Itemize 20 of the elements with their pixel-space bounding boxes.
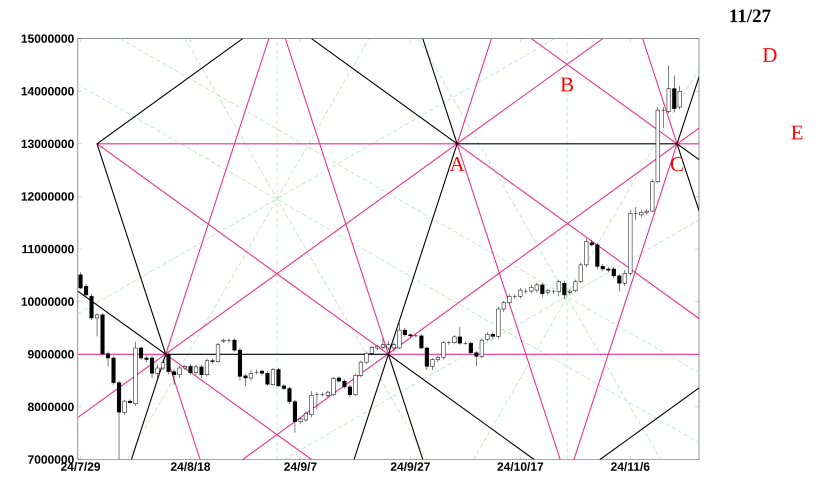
y-tick-label: 13000000 — [22, 140, 74, 148]
y-tick-label: 12000000 — [22, 192, 74, 201]
text: 11/27 — [730, 9, 771, 22]
y-tick-label: 15000000 — [22, 34, 74, 43]
y-tick-label: 9000000 — [28, 350, 74, 359]
y-tick-label: 8000000 — [28, 402, 74, 412]
x-tick-label: 24/9/7 — [284, 462, 317, 471]
x-tick-label: 24/11/6 — [611, 462, 650, 471]
y-tick-label: 7000000 — [28, 455, 74, 464]
annotation: C — [670, 157, 683, 172]
x-tick-label: 24/7/29 — [60, 462, 100, 471]
y-tick-label: 14000000 — [22, 86, 74, 96]
text: D — [762, 48, 777, 62]
annotation: B — [560, 78, 574, 92]
x-tick-label: 24/10/17 — [497, 462, 544, 471]
x-tick-label: 24/9/27 — [390, 462, 430, 471]
y-tick-label: 11000000 — [22, 244, 74, 254]
text: E — [791, 126, 803, 140]
x-tick-label: 24/8/18 — [170, 462, 210, 471]
y-tick-label: 10000000 — [22, 297, 74, 306]
